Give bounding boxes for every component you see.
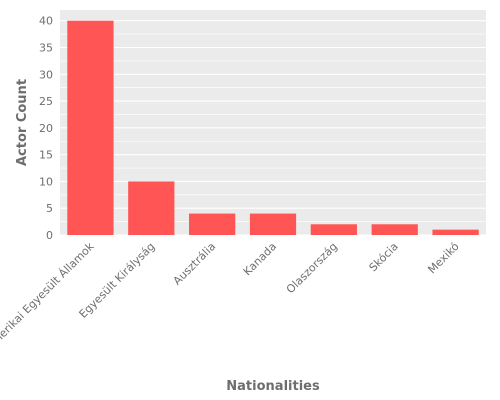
y-tick-label: 20 — [39, 122, 53, 135]
y-tick-label: 35 — [39, 42, 53, 55]
bar — [249, 213, 297, 235]
y-tick-label: 0 — [46, 229, 53, 242]
y-tick-label: 15 — [39, 149, 53, 162]
bars — [67, 20, 479, 236]
x-axis-title: Nationalities — [226, 379, 320, 394]
grid-lines — [60, 20, 486, 236]
y-tick-label: 40 — [39, 15, 53, 28]
x-tick-label: Skócia — [367, 240, 401, 274]
y-tick-label: 5 — [46, 202, 53, 215]
bar — [189, 213, 236, 235]
x-tick-label: Amerikai Egyesült Államok — [0, 239, 97, 353]
x-tick-label: Olaszország — [284, 240, 340, 296]
y-tick-label: 25 — [39, 95, 53, 108]
bar — [371, 224, 418, 235]
x-tick-label: Ausztrália — [171, 240, 219, 288]
bar — [432, 229, 479, 235]
x-tick-label: Mexikó — [425, 240, 461, 276]
bar — [310, 224, 357, 235]
y-axis-title: Actor Count — [15, 79, 30, 166]
y-tick-label: 10 — [39, 175, 53, 188]
plot-area — [60, 10, 486, 235]
y-tick-label: 30 — [39, 68, 53, 81]
bar — [128, 181, 175, 235]
bar — [67, 20, 114, 236]
x-tick-label: Kanada — [241, 240, 279, 278]
y-tick-labels: 0 5 10 15 20 25 30 35 40 — [39, 15, 53, 242]
